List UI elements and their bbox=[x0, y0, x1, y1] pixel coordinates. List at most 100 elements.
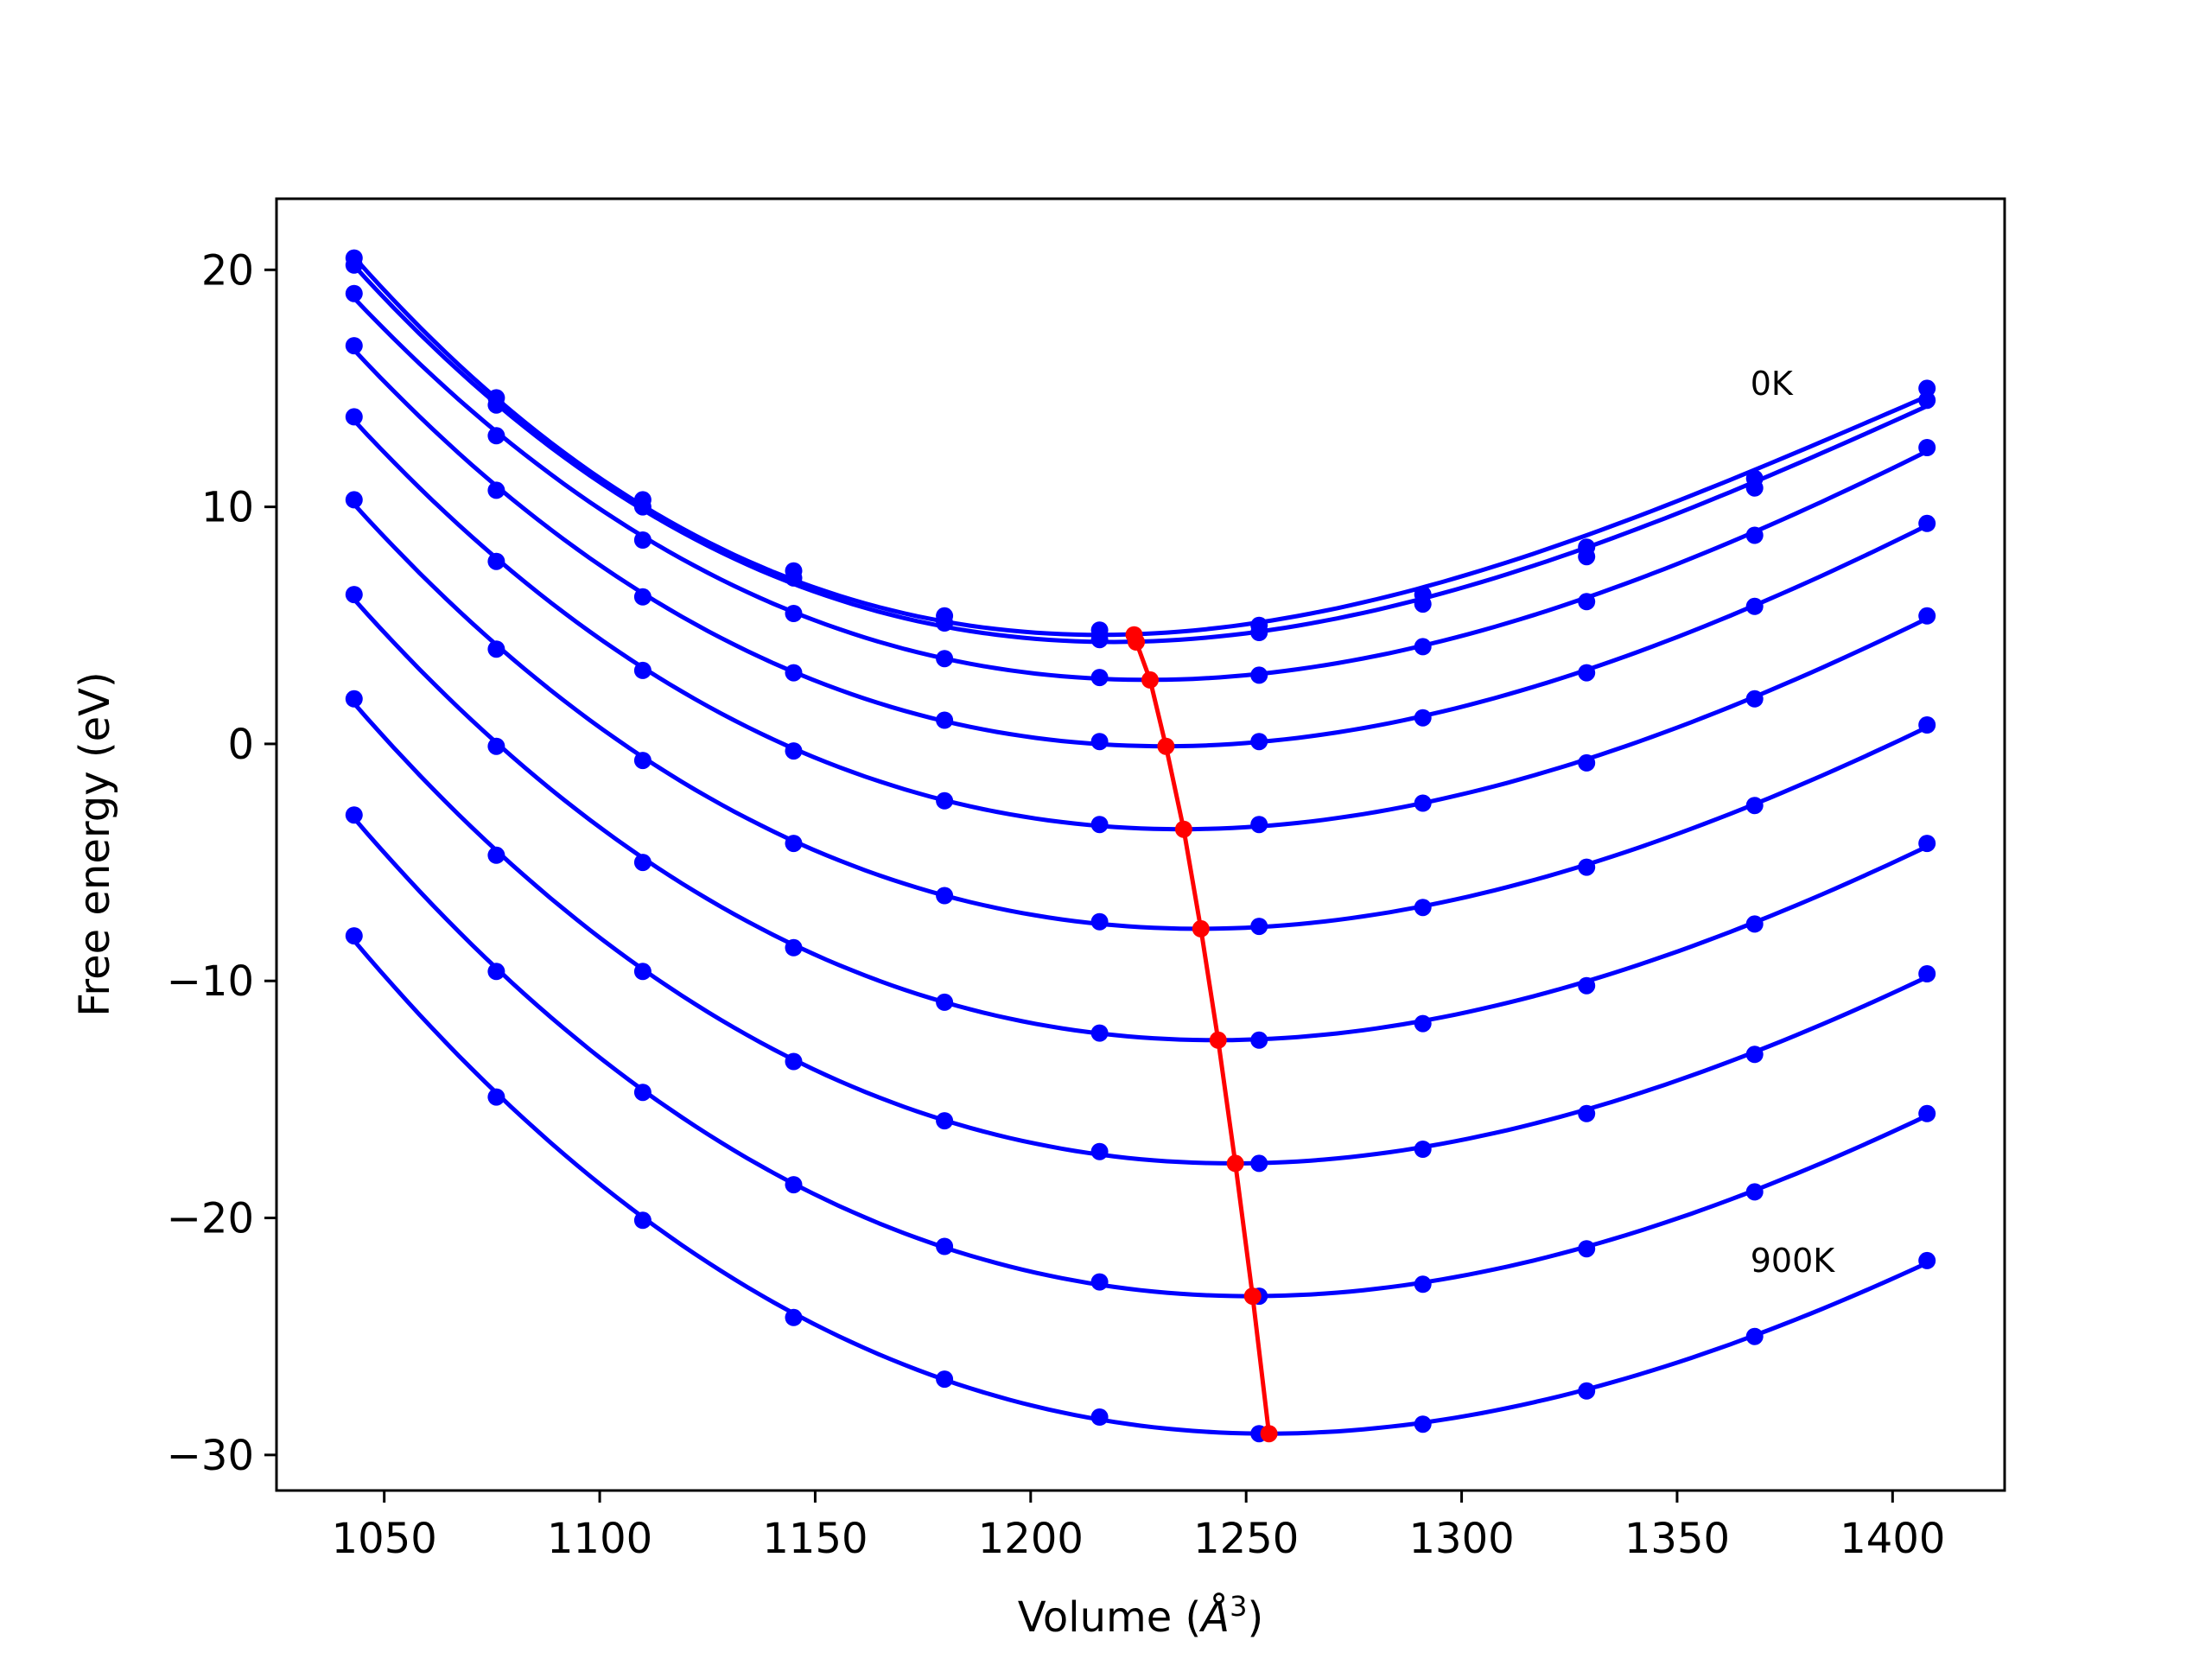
series-2-point bbox=[936, 650, 954, 668]
series-2-point bbox=[1250, 666, 1268, 684]
series-3-point bbox=[1745, 597, 1764, 615]
y-axis-title: Free energy (eV) bbox=[71, 671, 119, 1016]
curve-layer bbox=[345, 249, 1936, 1443]
series-7-point bbox=[1745, 1046, 1764, 1064]
series-7-point bbox=[1578, 1104, 1596, 1122]
series-5-point bbox=[1250, 918, 1268, 936]
series-1-point bbox=[633, 498, 652, 516]
series-5-point bbox=[345, 491, 363, 509]
series-9-point bbox=[1918, 1251, 1936, 1269]
plot-frame bbox=[275, 197, 2006, 1492]
series-8-point bbox=[487, 963, 505, 981]
series-5-point bbox=[487, 640, 505, 658]
series-0-line bbox=[352, 255, 1929, 638]
series-9-point bbox=[936, 1370, 954, 1389]
series-7-point bbox=[785, 1052, 803, 1071]
series-8-point bbox=[785, 1176, 803, 1194]
series-9-point bbox=[487, 1088, 505, 1106]
series-3-line bbox=[352, 348, 1929, 749]
series-9-line bbox=[352, 938, 1929, 1436]
series-8-point bbox=[1578, 1240, 1596, 1258]
series-8-point bbox=[1090, 1273, 1109, 1291]
y-tick-label: −30 bbox=[167, 1432, 254, 1480]
series-4-point bbox=[1414, 794, 1432, 812]
series-4-point bbox=[345, 408, 363, 426]
x-tick-label: 1350 bbox=[1624, 1515, 1730, 1563]
x-tick-label: 1400 bbox=[1840, 1515, 1945, 1563]
series-5-line bbox=[352, 502, 1929, 931]
x-tick-label: 1250 bbox=[1193, 1515, 1299, 1563]
series-5-point bbox=[936, 887, 954, 905]
series-9-point bbox=[1090, 1408, 1109, 1426]
series-6-point bbox=[1918, 835, 1936, 853]
minima-point bbox=[1141, 671, 1159, 689]
series-5-point bbox=[785, 835, 803, 853]
annotation-layer: 0K 900K bbox=[1751, 365, 1836, 1280]
series-6-line bbox=[352, 597, 1929, 1043]
series-7-point bbox=[1414, 1141, 1432, 1158]
series-7-point bbox=[345, 690, 363, 708]
series-8-point bbox=[1414, 1275, 1432, 1294]
minima-layer bbox=[1125, 626, 1278, 1443]
series-3-point bbox=[1090, 733, 1109, 751]
series-1-point bbox=[1918, 391, 1936, 410]
series-4-point bbox=[785, 742, 803, 760]
series-4-point bbox=[1090, 816, 1109, 834]
series-5-point bbox=[1578, 858, 1596, 876]
series-9-point bbox=[1578, 1382, 1596, 1400]
series-3-point bbox=[1250, 733, 1268, 751]
series-3-point bbox=[785, 664, 803, 682]
series-2 bbox=[345, 284, 1936, 687]
series-5-point bbox=[1414, 899, 1432, 917]
series-3 bbox=[345, 337, 1936, 751]
series-3-point bbox=[487, 481, 505, 499]
series-1-point bbox=[1745, 479, 1764, 497]
series-1-point bbox=[1578, 548, 1596, 566]
series-7-point bbox=[936, 1112, 954, 1130]
series-1-point bbox=[1250, 624, 1268, 641]
series-4 bbox=[345, 408, 1936, 834]
series-9-point bbox=[345, 927, 363, 945]
series-3-point bbox=[345, 337, 363, 355]
series-2-point bbox=[1414, 638, 1432, 656]
series-2-point bbox=[785, 605, 803, 622]
series-7-point bbox=[1918, 965, 1936, 982]
x-axis-title: Volume (Å3) bbox=[1018, 1590, 1263, 1642]
series-9-point bbox=[1745, 1327, 1764, 1345]
series-6-point bbox=[1414, 1014, 1432, 1033]
series-2-point bbox=[487, 427, 505, 445]
series-7-point bbox=[1090, 1142, 1109, 1160]
series-3-point bbox=[936, 711, 954, 729]
series-1-point bbox=[1090, 631, 1109, 649]
series-6-point bbox=[936, 993, 954, 1011]
x-tick-label: 1300 bbox=[1408, 1515, 1514, 1563]
series-2-point bbox=[1578, 593, 1596, 611]
series-8-point bbox=[633, 1084, 652, 1102]
x-tick-label: 1150 bbox=[762, 1515, 868, 1563]
minima-point bbox=[1226, 1154, 1244, 1173]
series-7-point bbox=[1250, 1154, 1268, 1173]
series-1-point bbox=[1414, 595, 1432, 613]
minima-point bbox=[1243, 1287, 1262, 1306]
x-tick-label: 1200 bbox=[978, 1515, 1084, 1563]
y-tick-label: 10 bbox=[201, 484, 254, 532]
series-4-line bbox=[352, 418, 1929, 832]
series-6-point bbox=[345, 586, 363, 604]
series-4-point bbox=[936, 791, 954, 810]
series-4-point bbox=[1918, 607, 1936, 625]
series-1-point bbox=[487, 396, 505, 414]
series-4-point bbox=[633, 661, 652, 679]
curve-annotation: 900K bbox=[1751, 1242, 1836, 1280]
series-2-point bbox=[345, 284, 363, 302]
series-7-point bbox=[487, 846, 505, 864]
series-9 bbox=[345, 927, 1936, 1443]
series-6-point bbox=[1090, 1024, 1109, 1042]
y-tick-label: −20 bbox=[167, 1195, 254, 1243]
series-3-point bbox=[1414, 709, 1432, 727]
series-6 bbox=[345, 586, 1936, 1049]
series-1-point bbox=[345, 256, 363, 274]
series-9-point bbox=[1414, 1415, 1432, 1433]
series-7-line bbox=[352, 702, 1929, 1166]
series-2-point bbox=[1090, 669, 1109, 687]
